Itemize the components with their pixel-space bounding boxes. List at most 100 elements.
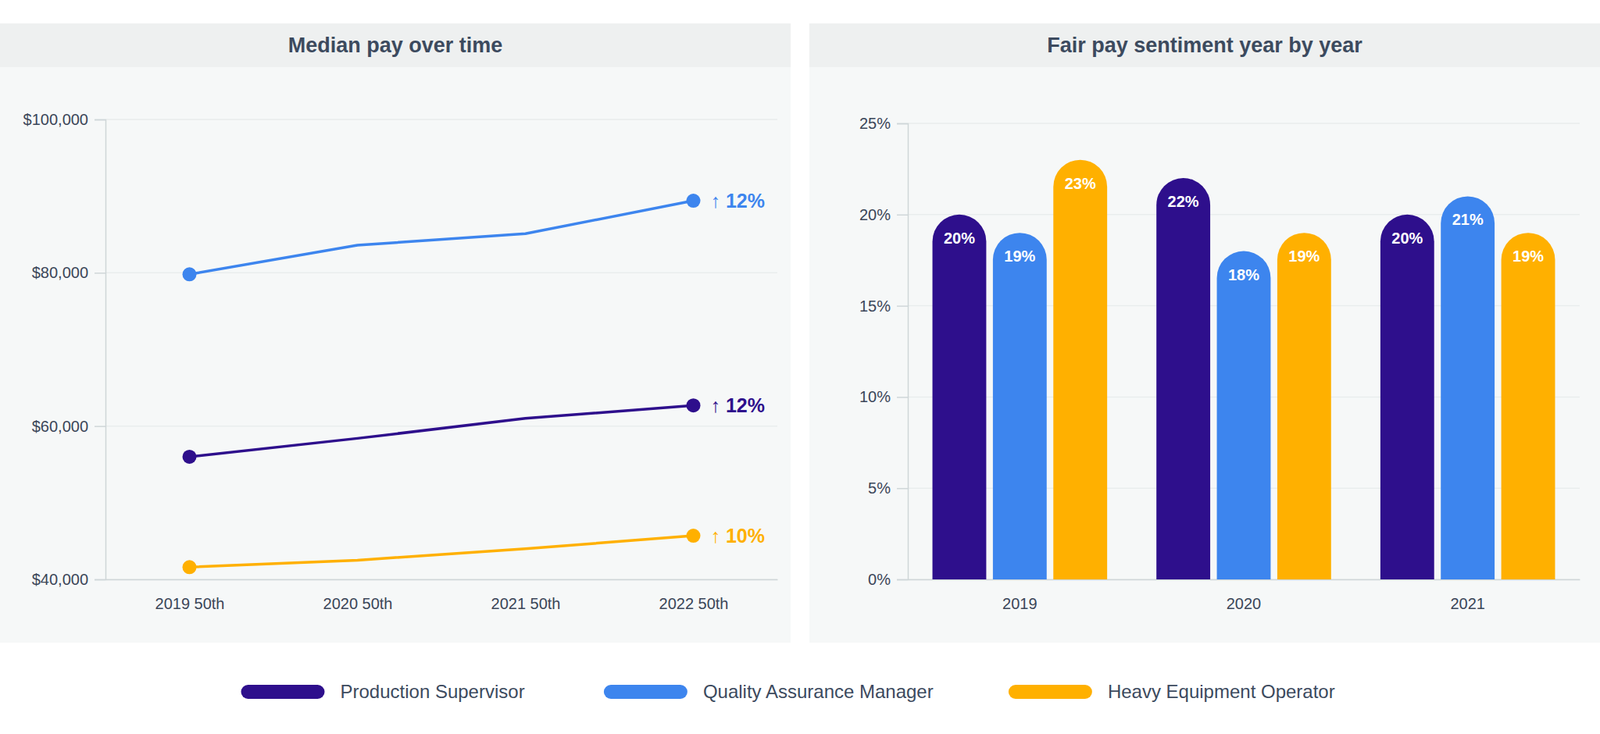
panel-header <box>809 23 1600 68</box>
y-tick-mark <box>896 305 908 308</box>
y-axis: 0% 5% 10% 15% 20% 25% <box>859 114 909 589</box>
y-tick-label: 10% <box>859 388 891 406</box>
data-labels: 20%22%20%19%18%21%23%19%19% <box>943 175 1544 284</box>
y-tick-mark <box>896 123 908 125</box>
panel-background <box>809 23 1600 643</box>
x-axis-line <box>106 579 779 582</box>
data-label: 21% <box>1452 210 1484 229</box>
y-tick-label: 15% <box>859 297 891 315</box>
series-annotation: ↑ 10% <box>710 525 765 547</box>
legend-label: Quality Assurance Manager <box>703 681 934 703</box>
y-tick-mark <box>94 579 106 582</box>
y-tick-mark <box>896 488 908 490</box>
series-marker <box>686 398 701 413</box>
data-label: 18% <box>1228 266 1260 284</box>
chart-title: Median pay over time <box>288 33 504 58</box>
panel-background <box>0 23 791 643</box>
series-marker <box>182 560 197 575</box>
bar <box>1053 160 1108 580</box>
bar <box>1501 232 1556 580</box>
x-tick-label: 2019 50th <box>155 595 225 613</box>
bar <box>932 214 987 580</box>
legend-label: Heavy Equipment Operator <box>1107 681 1336 703</box>
series-line <box>189 535 694 568</box>
x-tick-label: 2022 50th <box>659 595 729 613</box>
bar <box>1156 178 1211 580</box>
y-tick: 0% <box>867 571 908 589</box>
canvas: Median pay over time$40,000$60,000$80,00… <box>0 0 1600 734</box>
x-tick: 2020 <box>1226 579 1262 613</box>
y-tick: 15% <box>859 297 908 315</box>
grid <box>105 119 778 580</box>
bar <box>1277 232 1332 580</box>
x-tick-label: 2020 50th <box>323 595 393 613</box>
chart-title: Fair pay sentiment year by year <box>1046 33 1363 58</box>
legend-label: Production Supervisor <box>340 681 525 703</box>
y-tick: $80,000 <box>32 264 106 282</box>
x-tick-label: 2020 <box>1226 595 1262 613</box>
data-label: 19% <box>1288 247 1320 265</box>
series-marker <box>182 450 197 465</box>
y-tick: $60,000 <box>32 417 106 436</box>
bar <box>1440 196 1495 580</box>
grid-line <box>105 118 778 121</box>
x-axis: 2019 50th 2020 50th 2021 50th 2022 50th <box>106 579 779 613</box>
x-tick: 2019 50th <box>155 579 225 613</box>
x-tick-label: 2019 <box>1002 595 1038 613</box>
series-line <box>189 405 694 458</box>
y-tick-label: 20% <box>859 206 891 224</box>
panel: Median pay over time$40,000$60,000$80,00… <box>0 23 791 643</box>
y-axis-line <box>94 120 107 581</box>
y-tick: 5% <box>867 479 908 497</box>
y-tick: 10% <box>859 388 908 406</box>
series-marker <box>686 193 701 208</box>
y-tick: $100,000 <box>23 110 106 129</box>
x-tick: 2020 50th <box>323 579 393 613</box>
series-marker <box>686 528 701 543</box>
x-tick: 2022 50th <box>659 579 729 613</box>
x-tick: 2021 50th <box>491 579 561 613</box>
legend-item: Quality Assurance Manager <box>603 681 934 703</box>
data-label: 20% <box>1391 229 1423 247</box>
y-tick: 20% <box>859 206 908 224</box>
series-line <box>189 200 694 275</box>
x-axis: 2019 2020 2021 <box>908 579 1581 613</box>
x-tick-label: 2021 <box>1450 595 1486 613</box>
x-tick: 2019 <box>1002 579 1038 613</box>
series-marker <box>182 267 197 282</box>
y-tick-label: $80,000 <box>32 264 89 282</box>
grid-line <box>105 425 778 428</box>
bar <box>1380 214 1435 580</box>
y-tick-mark <box>94 425 106 428</box>
legend: Production Supervisor Quality Assurance M… <box>241 681 1336 703</box>
legend-swatch <box>603 685 688 700</box>
y-tick-mark <box>896 396 908 399</box>
legend-item: Production Supervisor <box>241 681 525 703</box>
x-tick-label: 2021 50th <box>491 595 561 613</box>
x-tick: 2021 <box>1450 579 1486 613</box>
y-tick: 25% <box>859 114 908 133</box>
y-tick-label: $60,000 <box>32 417 89 436</box>
panel-header <box>0 23 791 68</box>
y-tick-mark <box>94 119 106 122</box>
annotations: ↑ 12%↑ 12%↑ 10% <box>710 189 765 547</box>
y-axis-line <box>896 124 909 581</box>
plot-marks <box>932 160 1556 580</box>
plot-marks <box>182 193 701 575</box>
y-tick-label: 5% <box>867 479 891 497</box>
series-annotation: ↑ 12% <box>710 394 765 417</box>
grid-line <box>105 578 778 581</box>
data-label: 22% <box>1167 192 1200 211</box>
data-label: 19% <box>1512 247 1544 265</box>
y-tick-mark <box>94 272 106 275</box>
y-tick-label: 25% <box>859 114 891 133</box>
legend-item: Heavy Equipment Operator <box>1008 681 1336 703</box>
data-label: 23% <box>1064 175 1097 193</box>
data-label: 19% <box>1003 247 1036 265</box>
y-axis: $40,000$60,000$80,000$100,000 <box>23 110 107 589</box>
grid-line <box>907 122 1580 125</box>
legend-swatch <box>241 685 325 700</box>
y-tick-label: $100,000 <box>23 110 89 129</box>
bar <box>992 232 1047 580</box>
bar <box>1217 251 1272 580</box>
